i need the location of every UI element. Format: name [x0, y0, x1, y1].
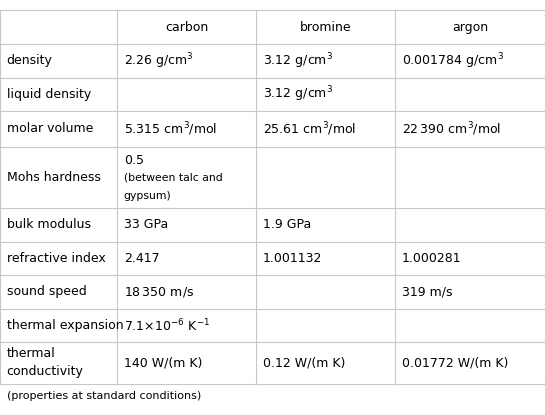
Text: $5.315\ \mathrm{cm}^3\mathrm{/mol}$: $5.315\ \mathrm{cm}^3\mathrm{/mol}$ — [124, 120, 217, 138]
Text: 0.5: 0.5 — [124, 154, 144, 167]
Text: carbon: carbon — [165, 21, 208, 34]
Text: 0.12 W/(m K): 0.12 W/(m K) — [263, 356, 345, 370]
Text: refractive index: refractive index — [7, 252, 105, 265]
Text: bromine: bromine — [300, 21, 352, 34]
Text: Mohs hardness: Mohs hardness — [7, 171, 100, 184]
Text: (between talc and: (between talc and — [124, 173, 222, 183]
Text: gypsum): gypsum) — [124, 191, 172, 201]
Text: thermal: thermal — [7, 347, 55, 360]
Text: 1.001132: 1.001132 — [263, 252, 322, 265]
Text: $0.001784\ \mathrm{g/cm}^3$: $0.001784\ \mathrm{g/cm}^3$ — [402, 51, 504, 71]
Text: argon: argon — [452, 21, 488, 34]
Text: $3.12\ \mathrm{g/cm}^3$: $3.12\ \mathrm{g/cm}^3$ — [263, 85, 333, 104]
Text: liquid density: liquid density — [7, 88, 91, 101]
Text: thermal expansion: thermal expansion — [7, 319, 123, 332]
Text: 1.9 GPa: 1.9 GPa — [263, 218, 311, 231]
Text: conductivity: conductivity — [7, 365, 83, 378]
Text: 140 W/(m K): 140 W/(m K) — [124, 356, 202, 370]
Text: $25.61\ \mathrm{cm}^3\mathrm{/mol}$: $25.61\ \mathrm{cm}^3\mathrm{/mol}$ — [263, 120, 356, 138]
Text: 2.417: 2.417 — [124, 252, 159, 265]
Text: sound speed: sound speed — [7, 286, 86, 298]
Text: density: density — [7, 54, 52, 67]
Text: 319 m/s: 319 m/s — [402, 286, 452, 298]
Text: $3.12\ \mathrm{g/cm}^3$: $3.12\ \mathrm{g/cm}^3$ — [263, 51, 333, 71]
Text: $18\,350\ \mathrm{m/s}$: $18\,350\ \mathrm{m/s}$ — [124, 285, 194, 299]
Text: molar volume: molar volume — [7, 122, 93, 135]
Text: (properties at standard conditions): (properties at standard conditions) — [7, 391, 201, 401]
Text: 33 GPa: 33 GPa — [124, 218, 168, 231]
Text: 0.01772 W/(m K): 0.01772 W/(m K) — [402, 356, 508, 370]
Text: $2.26\ \mathrm{g/cm}^3$: $2.26\ \mathrm{g/cm}^3$ — [124, 51, 193, 71]
Text: 1.000281: 1.000281 — [402, 252, 461, 265]
Text: $7.1{\times}10^{-6}\ \mathrm{K}^{-1}$: $7.1{\times}10^{-6}\ \mathrm{K}^{-1}$ — [124, 317, 210, 334]
Text: $22\,390\ \mathrm{cm}^3\mathrm{/mol}$: $22\,390\ \mathrm{cm}^3\mathrm{/mol}$ — [402, 120, 501, 138]
Text: bulk modulus: bulk modulus — [7, 218, 90, 231]
